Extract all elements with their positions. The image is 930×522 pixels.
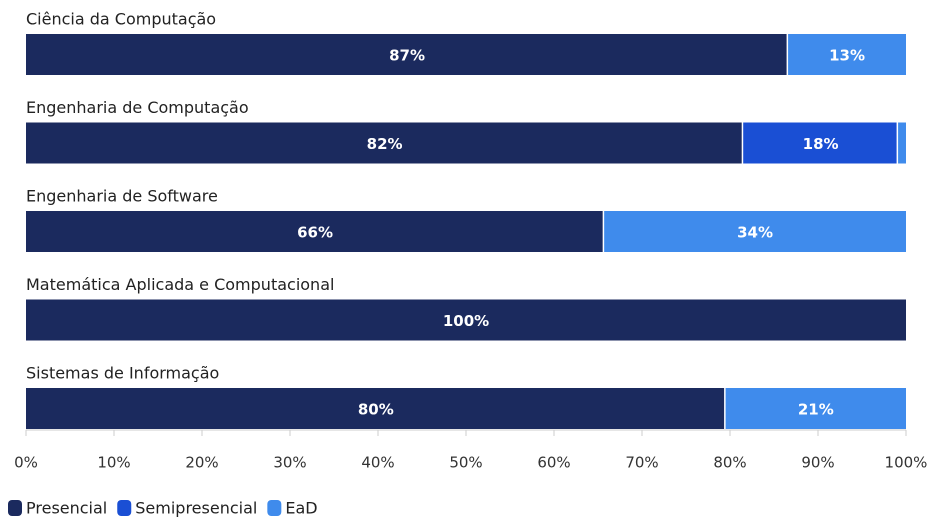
value-label: 100%: [443, 312, 489, 330]
bar-segment: [26, 299, 906, 341]
x-tick-label: 80%: [713, 454, 746, 472]
x-tick-label: 0%: [14, 454, 38, 472]
category-label: Engenharia de Software: [26, 187, 218, 206]
legend-swatch: [117, 500, 132, 516]
bar-segment: [898, 122, 906, 164]
category-label: Matemática Aplicada e Computacional: [26, 275, 334, 294]
x-tick-label: 100%: [885, 454, 928, 472]
category-label: Sistemas de Informação: [26, 364, 219, 383]
value-label: 34%: [737, 224, 773, 242]
category-label: Engenharia de Computação: [26, 98, 249, 117]
x-tick-label: 10%: [97, 454, 130, 472]
x-tick-label: 60%: [537, 454, 570, 472]
value-label: 82%: [367, 135, 403, 153]
x-tick-label: 20%: [185, 454, 218, 472]
value-label: 18%: [803, 135, 839, 153]
bar-segment: [743, 122, 897, 164]
legend-label: Presencial: [26, 499, 107, 518]
x-tick-label: 90%: [801, 454, 834, 472]
legend-swatch: [8, 500, 22, 516]
value-label: 21%: [798, 401, 834, 419]
bar-segment: [26, 34, 787, 75]
bar-segment: [26, 122, 742, 164]
x-tick-label: 40%: [361, 454, 394, 472]
legend-label: EaD: [285, 499, 317, 518]
bar-segment: [26, 388, 725, 429]
bar-segment: [788, 34, 906, 75]
bar-segment: [725, 388, 906, 429]
value-label: 80%: [358, 401, 394, 419]
legend-label: Semipresencial: [135, 499, 257, 518]
bar-segment: [604, 211, 906, 252]
value-label: 87%: [389, 47, 425, 65]
value-label: 13%: [829, 47, 865, 65]
x-tick-label: 70%: [625, 454, 658, 472]
value-label: 66%: [297, 224, 333, 242]
bar-segment: [26, 211, 603, 252]
legend-swatch: [267, 500, 282, 516]
x-tick-label: 50%: [449, 454, 482, 472]
x-tick-label: 30%: [273, 454, 306, 472]
category-label: Ciência da Computação: [26, 10, 216, 29]
